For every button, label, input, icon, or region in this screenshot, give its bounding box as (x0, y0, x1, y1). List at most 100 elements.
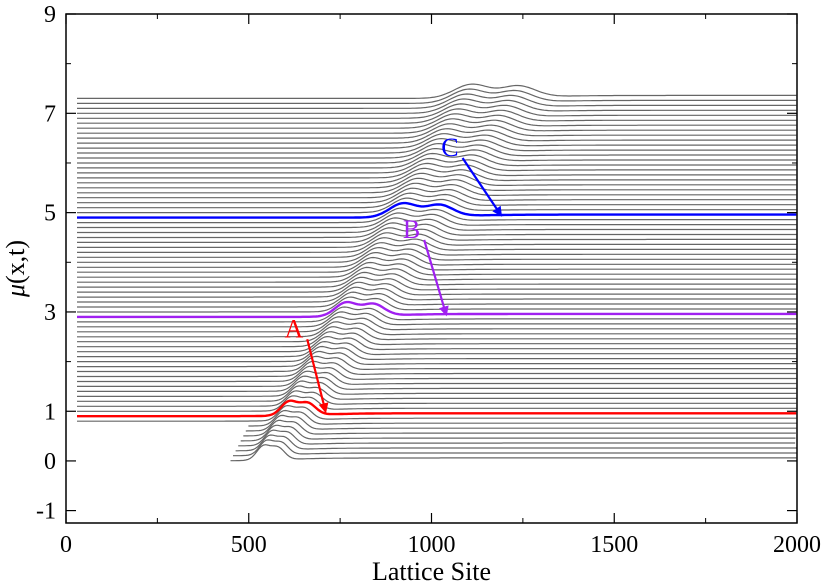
waterfall-series-line (77, 365, 797, 383)
waterfall-series-line (77, 291, 797, 308)
waterfall-series-line (77, 217, 797, 234)
waterfall-series-line (77, 142, 797, 159)
y-axis-title-symbol: μ (1, 284, 30, 298)
annotations-group: A B C (284, 133, 503, 414)
waterfall-series-line (230, 444, 797, 462)
annotation-label-a: A (284, 314, 303, 343)
x-axis-title: Lattice Site (372, 557, 491, 584)
y-tick-label: 7 (44, 101, 56, 127)
waterfall-series-line (77, 162, 797, 179)
waterfall-series-line (77, 197, 797, 214)
waterfall-series-line (77, 222, 797, 239)
annotation-arrow-b (423, 239, 449, 317)
waterfall-series-line (77, 237, 797, 253)
waterfall-series-line (77, 335, 797, 353)
waterfall-series-line (77, 108, 797, 124)
waterfall-series-line (77, 395, 797, 412)
waterfall-series-line (77, 326, 797, 343)
waterfall-series-line (77, 207, 797, 224)
waterfall-series-line (77, 187, 797, 204)
y-axis-title-args: (x,t) (1, 240, 30, 284)
y-tick-label: 0 (44, 449, 56, 475)
annotation-label-c: C (441, 133, 458, 162)
waterfall-series-line (77, 83, 797, 99)
x-tick-label: 2000 (773, 532, 821, 558)
waterfall-series-line (77, 345, 797, 363)
waterfall-series-line (77, 350, 797, 368)
waterfall-series-line (77, 306, 797, 323)
x-tick-label: 1000 (408, 532, 456, 558)
annotation-arrow-a (306, 338, 329, 414)
annotation-label-b: B (403, 215, 420, 244)
y-tick-label: 1 (44, 399, 56, 425)
series-a-line (77, 399, 797, 418)
y-axis-ticks: -1 0 1 3 5 7 9 (36, 2, 797, 525)
x-tick-label: 1500 (590, 532, 638, 558)
x-axis-ticks: 0 500 1000 1500 2000 (60, 14, 821, 558)
y-tick-label: 3 (44, 300, 56, 326)
waterfall-series-line (77, 404, 797, 422)
waterfall-series-line (77, 212, 797, 229)
waterfall-series-line (77, 133, 797, 149)
waterfall-series-line (235, 434, 797, 452)
waterfall-series-line (77, 340, 797, 358)
waterfall-series-line (77, 276, 797, 293)
waterfall-series-line (77, 252, 797, 268)
waterfall-series-line (77, 281, 797, 298)
waterfall-series-line (77, 167, 797, 184)
waterfall-series-line (77, 88, 797, 104)
x-tick-label: 500 (231, 532, 267, 558)
waterfall-series-line (77, 128, 797, 144)
highlighted-series-group (77, 201, 797, 418)
waterfall-series-line (248, 409, 797, 427)
waterfall-series-line (77, 98, 797, 114)
waterfall-series-line (77, 390, 797, 407)
waterfall-series-line (77, 232, 797, 248)
waterfall-series-line (77, 380, 797, 397)
y-tick-label: -1 (36, 499, 56, 525)
waterfall-series-line (238, 429, 796, 447)
waterfall-series-line (77, 296, 797, 313)
waterfall-series-line (233, 439, 797, 457)
waterfall-series-group (77, 83, 797, 462)
series-b-line (77, 300, 797, 319)
waterfall-series-line (77, 316, 797, 333)
waterfall-series-line (77, 177, 797, 194)
waterfall-series-line (77, 137, 797, 154)
waterfall-series-line (77, 246, 797, 263)
waterfall-series-line (77, 172, 797, 189)
waterfall-series-line (77, 286, 797, 303)
waterfall-series-line (77, 157, 797, 174)
y-tick-label: 5 (44, 201, 56, 227)
waterfall-series-line (77, 375, 797, 392)
waterfall-series-line (77, 118, 797, 134)
x-tick-label: 0 (60, 532, 72, 558)
y-tick-label: 9 (44, 2, 56, 28)
waterfall-series-line (77, 148, 797, 164)
waterfall-series-line (77, 113, 797, 129)
waterfall-series-line (77, 227, 797, 243)
waterfall-series-line (77, 355, 797, 373)
waterfall-series-line (240, 424, 796, 442)
waterfall-series-line (77, 192, 797, 209)
waterfall-series-line (245, 414, 797, 432)
waterfall-series-line (77, 331, 797, 348)
waterfall-series-line (77, 321, 797, 338)
waterfall-series-line (77, 93, 797, 109)
waterfall-series-line (77, 242, 797, 258)
y-axis-title: μ(x,t) (1, 240, 30, 298)
waterfall-series-line (77, 370, 797, 387)
series-c-line (77, 201, 797, 219)
waterfall-series-line (77, 152, 797, 169)
waterfall-series-line (77, 123, 797, 139)
waterfall-series-line (77, 182, 797, 199)
waterfall-series-line (243, 419, 796, 437)
waterfall-series-line (77, 261, 797, 278)
waterfall-series-line (77, 311, 797, 328)
waterfall-series-line (77, 385, 797, 402)
waterfall-series-line (77, 103, 797, 119)
waterfall-series-line (77, 360, 797, 378)
annotation-arrow-c (461, 157, 503, 217)
waterfall-series-line (77, 256, 797, 273)
